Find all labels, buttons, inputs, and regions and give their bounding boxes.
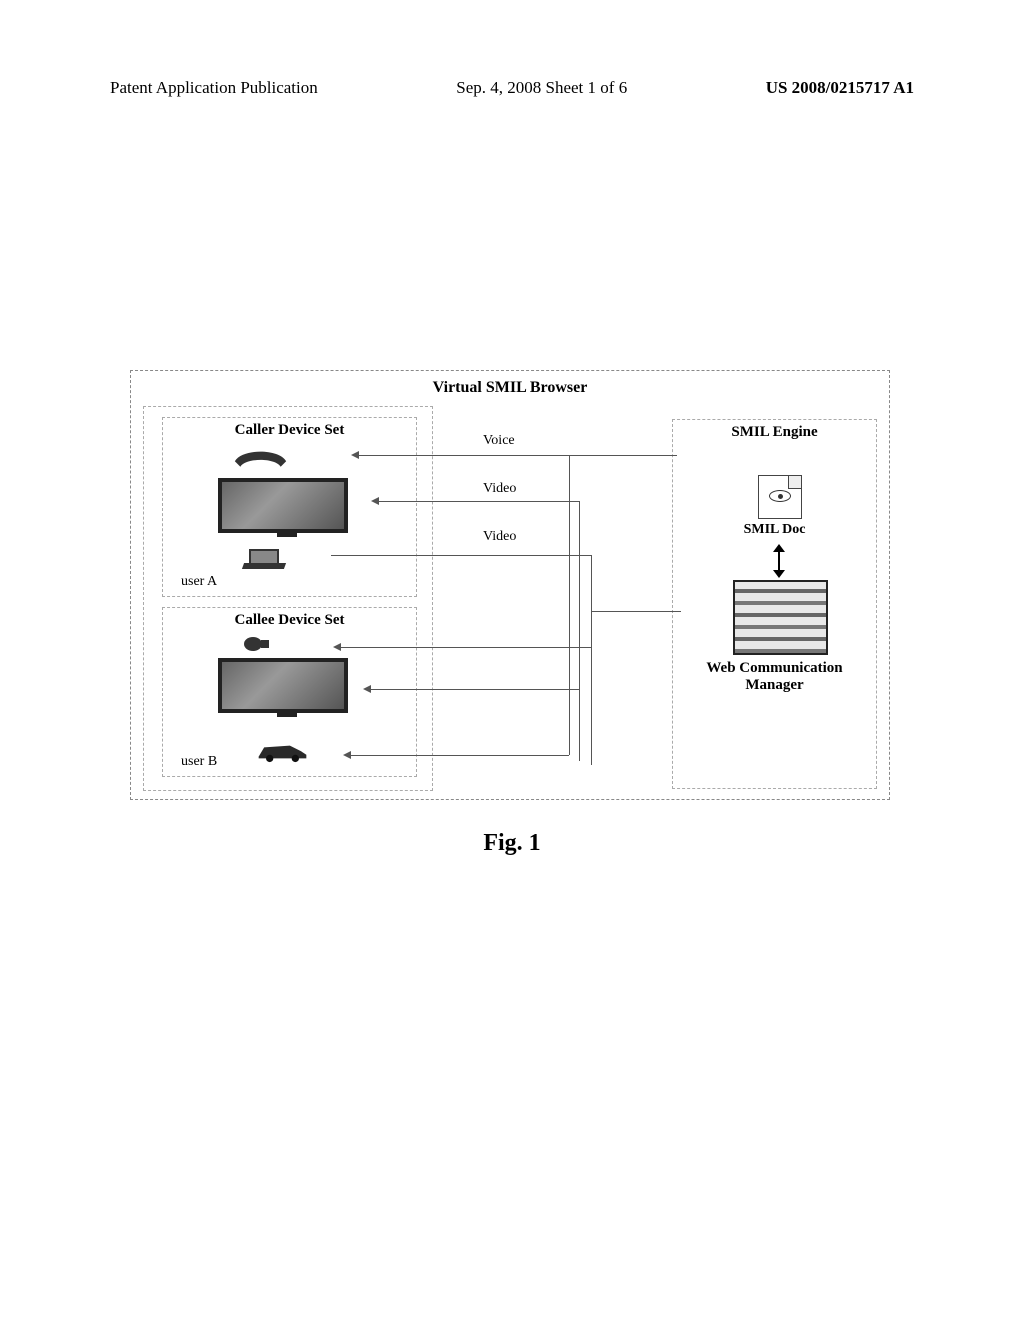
connector-line [331, 555, 591, 556]
page-header: Patent Application Publication Sep. 4, 2… [110, 78, 914, 98]
connector-line [569, 455, 677, 456]
car-icon [255, 740, 310, 764]
header-center: Sep. 4, 2008 Sheet 1 of 6 [456, 78, 627, 98]
connector-line [569, 455, 570, 755]
connector-line [591, 611, 681, 612]
device-sets-group: Caller Device Set user A Callee Device S… [143, 406, 433, 791]
connector-line [379, 501, 579, 502]
virtual-smil-browser-box: Virtual SMIL Browser Caller Device Set u… [130, 370, 890, 800]
figure-1: Virtual SMIL Browser Caller Device Set u… [130, 370, 890, 810]
figure-caption: Fig. 1 [0, 830, 1024, 857]
link-label-video1: Video [481, 481, 518, 497]
smil-engine-box: SMIL Engine SMIL Doc Web Communication M… [672, 419, 877, 789]
smil-engine-title: SMIL Engine [673, 424, 876, 441]
caller-device-set-box: Caller Device Set user A [162, 417, 417, 597]
arrow-icon [333, 643, 341, 651]
webcam-icon [243, 634, 271, 654]
connector-line [359, 455, 569, 456]
arrow-icon [343, 751, 351, 759]
callee-device-set-title: Callee Device Set [163, 612, 416, 629]
web-comm-manager-label: Web Communication Manager [673, 660, 876, 695]
connector-line [341, 647, 591, 648]
header-left: Patent Application Publication [110, 78, 318, 98]
bidir-arrow-icon [773, 544, 785, 578]
eye-icon [769, 490, 791, 502]
connector-line [371, 689, 579, 690]
laptop-icon [243, 563, 285, 583]
smil-doc-label: SMIL Doc [673, 522, 876, 538]
phone-icon [233, 446, 288, 471]
link-label-video2: Video [481, 529, 518, 545]
caller-device-set-title: Caller Device Set [163, 422, 416, 439]
wcm-label-line2: Manager [745, 677, 803, 693]
web-comm-manager-icon [733, 580, 828, 655]
arrow-icon [371, 497, 379, 505]
wcm-label-line1: Web Communication [706, 660, 842, 676]
connector-line [351, 755, 569, 756]
virtual-smil-browser-title: Virtual SMIL Browser [131, 379, 889, 397]
user-b-label: user B [181, 754, 217, 770]
connector-line [591, 555, 592, 765]
header-right: US 2008/0215717 A1 [766, 78, 914, 98]
callee-device-set-box: Callee Device Set user B [162, 607, 417, 777]
smil-doc-icon [758, 475, 802, 519]
connector-line [579, 501, 580, 761]
tv-icon [218, 658, 348, 713]
tv-icon [218, 478, 348, 533]
arrow-icon [363, 685, 371, 693]
arrow-icon [351, 451, 359, 459]
link-label-voice: Voice [481, 433, 517, 449]
user-a-label: user A [181, 574, 217, 590]
